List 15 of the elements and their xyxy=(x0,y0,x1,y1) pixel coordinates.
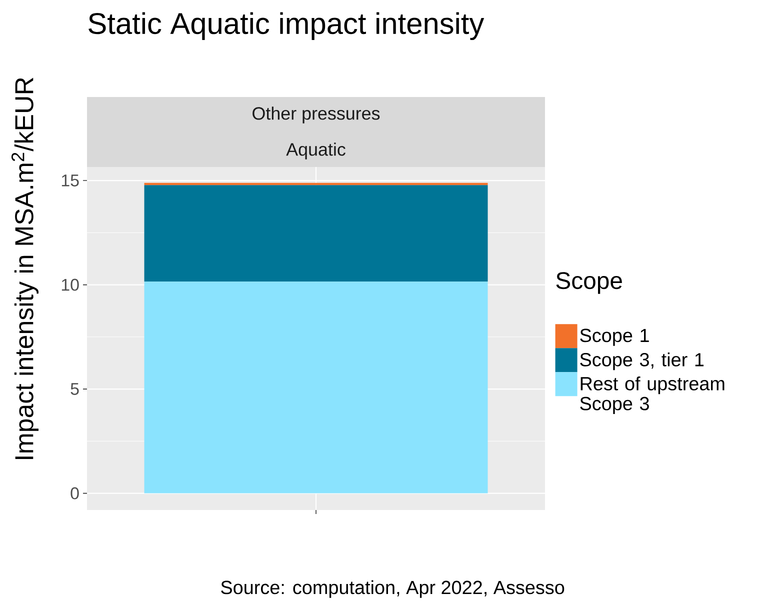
legend-label: Rest of upstream Scope 3 xyxy=(580,376,724,414)
y-tick-label: 5 xyxy=(70,383,79,395)
legend-title: Scope xyxy=(556,272,622,294)
legend-label: Scope 1 xyxy=(580,328,649,346)
y-tick-label: 10 xyxy=(62,278,79,291)
bar xyxy=(144,185,488,282)
text: Aquatic xyxy=(286,142,346,160)
y-tick-label: 15 xyxy=(62,174,79,186)
bar xyxy=(144,282,488,494)
y-tick-label: 0 xyxy=(70,487,79,500)
chart-title: Static Aquatic impact intensity xyxy=(88,12,484,40)
text: Other pressures xyxy=(252,106,380,124)
legend-label: Scope 3, tier 1 xyxy=(580,352,704,370)
y-axis-title: Impact intensity in MSA.m$^{2}$/kEUR xyxy=(11,78,39,460)
source-note: Source: computation, Apr 2022, Assesso xyxy=(221,580,564,598)
